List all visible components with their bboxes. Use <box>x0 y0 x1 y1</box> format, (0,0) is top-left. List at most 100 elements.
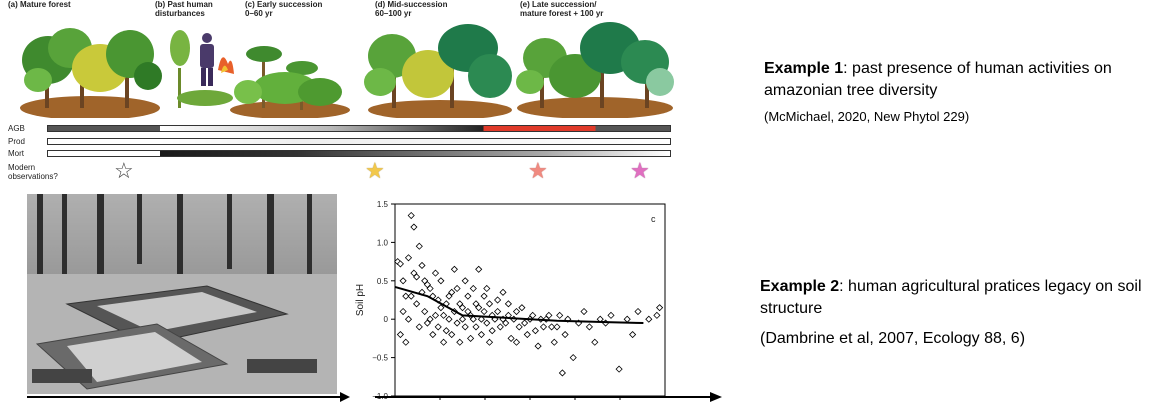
data-point <box>585 323 593 331</box>
data-point <box>402 338 410 346</box>
data-point <box>415 323 423 331</box>
stage-label-a: (a) Mature forest <box>8 0 71 9</box>
star-icon: ★ <box>630 158 650 183</box>
data-point <box>580 307 588 316</box>
data-point <box>480 307 488 316</box>
mid-succession-illustration <box>364 24 512 118</box>
row-label-mort: Mort <box>8 149 24 158</box>
early-succession-illustration <box>230 46 350 118</box>
data-point <box>456 338 464 346</box>
data-point <box>467 334 475 342</box>
row-label-agb: AGB <box>8 124 25 133</box>
row-label-prod: Prod <box>8 137 25 146</box>
data-point <box>396 260 404 268</box>
data-point <box>477 315 485 323</box>
soil-ph-chart: 1.51.00.50−0.5−1.0Soil pHc <box>355 200 666 401</box>
data-point <box>404 254 413 262</box>
data-point <box>499 288 507 296</box>
data-point <box>653 311 661 319</box>
data-point <box>521 319 529 327</box>
stage-label-c: (c) Early succession 0–60 yr <box>245 0 323 18</box>
data-point <box>518 304 526 312</box>
example-2-title: Example 2 <box>760 278 840 295</box>
data-point <box>607 311 615 319</box>
data-point <box>488 327 496 335</box>
y-tick-label: 0 <box>384 315 389 324</box>
stage-label-e: (e) Late succession/ mature forest + 100… <box>520 0 604 18</box>
data-point <box>437 277 445 285</box>
data-point <box>629 330 637 339</box>
data-point <box>494 307 502 316</box>
late-succession-illustration <box>516 22 674 118</box>
data-point <box>483 319 491 327</box>
data-point <box>418 261 426 270</box>
y-tick-label: 0.5 <box>377 277 389 286</box>
data-point <box>550 338 558 346</box>
data-point <box>458 315 467 323</box>
star-icon: ★ <box>365 158 385 183</box>
data-point <box>404 315 413 323</box>
data-point <box>469 284 477 293</box>
data-point <box>558 369 566 377</box>
panel-label: c <box>651 214 656 224</box>
example-2-description: : human agricultural pratices legacy on … <box>760 278 1142 317</box>
data-point <box>569 354 577 362</box>
data-point <box>442 327 450 335</box>
data-point <box>472 323 480 331</box>
ruins-photo <box>27 194 337 394</box>
data-point <box>548 323 556 331</box>
data-point <box>545 311 553 319</box>
star-icon: ★ <box>528 158 548 183</box>
data-point <box>413 273 421 281</box>
data-point <box>615 365 623 373</box>
stage-label-b: (b) Past human disturbances <box>155 0 213 18</box>
data-point <box>656 304 664 312</box>
stage-label-d: (d) Mid-succession 60–100 yr <box>375 0 448 18</box>
data-point <box>458 304 467 312</box>
data-point <box>445 315 453 323</box>
data-point <box>494 296 502 304</box>
mature-forest-illustration <box>20 28 162 118</box>
data-point <box>485 338 494 346</box>
data-point <box>496 323 504 331</box>
succession-figure: (a) Mature forest (b) Past human disturb… <box>0 0 680 190</box>
y-tick-label: 1.0 <box>377 238 389 247</box>
y-tick-label: 1.5 <box>377 200 389 209</box>
example-1-reference: (McMichael, 2020, New Phytol 229) <box>764 109 970 124</box>
data-point <box>453 319 461 327</box>
data-point <box>512 307 521 316</box>
data-point <box>475 304 483 312</box>
data-point <box>399 277 407 285</box>
data-point <box>504 300 512 308</box>
example-2-reference: (Dambrine et al, 2007, Ecology 88, 6) <box>760 330 1026 347</box>
example-2-text: Example 2: human agricultural pratices l… <box>760 276 1160 320</box>
data-point <box>431 311 440 319</box>
data-point <box>469 315 477 323</box>
data-point <box>591 338 599 346</box>
data-point <box>448 288 456 296</box>
prod-bar <box>47 138 671 145</box>
data-point <box>431 269 440 277</box>
data-point <box>480 292 488 300</box>
data-point <box>461 323 469 331</box>
data-point <box>461 277 469 285</box>
star-icon: ☆ <box>114 158 134 183</box>
mort-bar <box>47 150 671 157</box>
data-point <box>429 330 437 339</box>
data-point <box>396 330 404 339</box>
data-point <box>434 323 442 331</box>
example-1-description: : past presence of human activities on a… <box>764 60 1112 99</box>
data-point <box>426 315 434 323</box>
y-tick-label: −0.5 <box>372 354 388 363</box>
data-point <box>645 315 653 323</box>
data-point <box>512 338 521 346</box>
example-1-title: Example 1 <box>764 60 844 77</box>
data-point <box>539 323 548 331</box>
forest-illustrations <box>20 22 674 118</box>
y-axis-label: Soil pH <box>355 284 366 316</box>
data-point <box>523 330 531 339</box>
data-point <box>413 300 421 308</box>
data-point <box>440 311 448 319</box>
data-point <box>410 223 418 231</box>
data-point <box>561 330 569 339</box>
